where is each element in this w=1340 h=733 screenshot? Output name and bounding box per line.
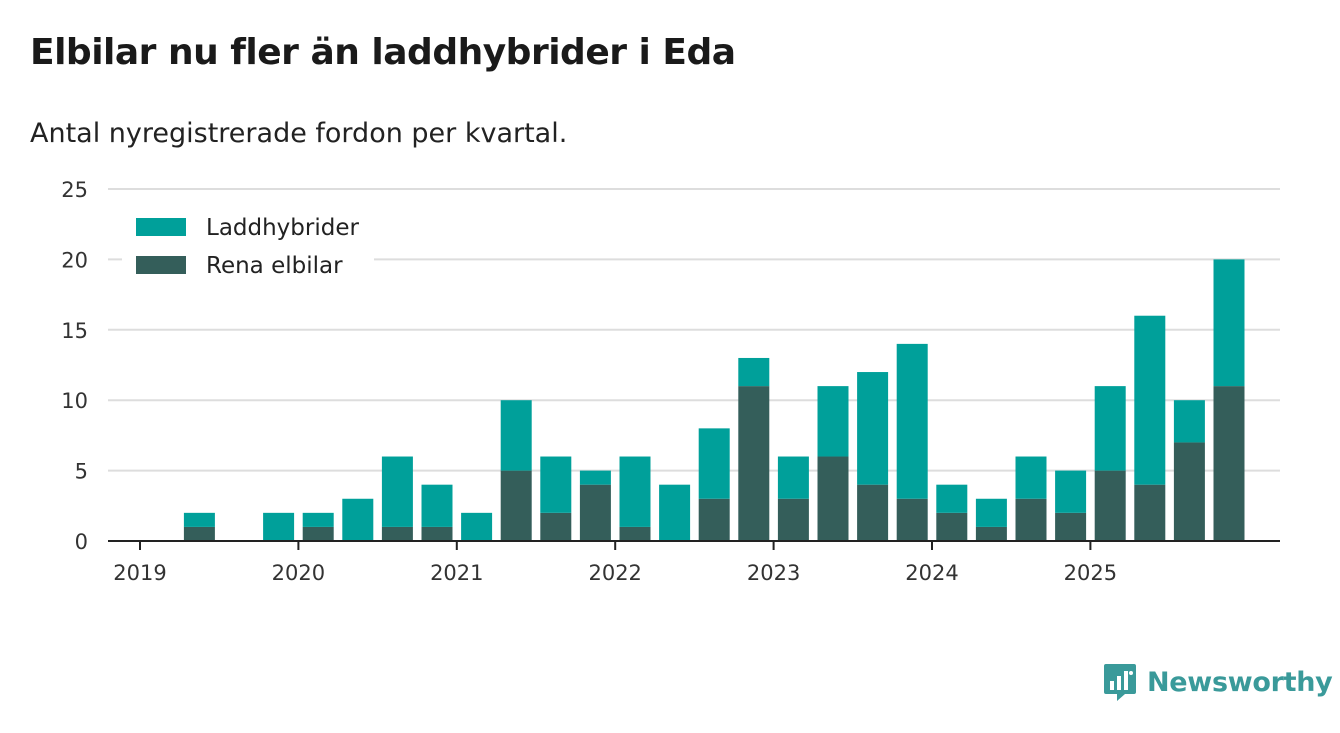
- chart-title: Elbilar nu fler än laddhybrider i Eda: [30, 32, 736, 73]
- bar-rena-elbilar: [619, 526, 651, 541]
- x-tick-label: 2022: [588, 561, 641, 585]
- y-tick-label: 15: [61, 319, 88, 343]
- bar-rena-elbilar: [1134, 484, 1166, 541]
- x-tick-label: 2020: [272, 561, 325, 585]
- bar-laddhybrider: [500, 400, 532, 471]
- y-tick-label: 10: [61, 389, 88, 413]
- bar-rena-elbilar: [1173, 442, 1205, 541]
- bar-rena-elbilar: [183, 526, 215, 541]
- bars: [183, 259, 1245, 541]
- bar-laddhybrider: [857, 372, 889, 485]
- legend-label-rena-elbilar: Rena elbilar: [206, 253, 343, 279]
- bar-rena-elbilar: [698, 498, 730, 541]
- legend-swatch-rena-elbilar: [136, 256, 186, 274]
- bar-rena-elbilar: [975, 526, 1007, 541]
- bar-laddhybrider: [1094, 386, 1126, 471]
- bar-laddhybrider: [619, 456, 651, 527]
- x-tick-label: 2024: [905, 561, 958, 585]
- bar-laddhybrider: [183, 512, 215, 527]
- legend-label-laddhybrider: Laddhybrider: [206, 215, 359, 241]
- bar-rena-elbilar: [540, 512, 572, 541]
- bar-laddhybrider: [698, 428, 730, 499]
- bar-laddhybrider: [381, 456, 413, 527]
- legend: Laddhybrider Rena elbilar: [122, 205, 374, 287]
- x-tick-label: 2025: [1064, 561, 1117, 585]
- x-tick-label: 2019: [113, 561, 166, 585]
- bar-laddhybrider: [975, 498, 1007, 527]
- bar-laddhybrider: [1134, 315, 1166, 485]
- bar-rena-elbilar: [302, 526, 334, 541]
- y-tick-label: 25: [61, 178, 88, 202]
- chart-subtitle: Antal nyregistrerade fordon per kvartal.: [30, 118, 568, 149]
- bar-rena-elbilar: [421, 526, 453, 541]
- bar-laddhybrider: [817, 386, 849, 457]
- bar-chart-speech-bubble-icon: [1104, 664, 1136, 701]
- bar-laddhybrider: [777, 456, 809, 499]
- bar-laddhybrider: [421, 484, 453, 527]
- bar-laddhybrider: [936, 484, 968, 513]
- bar-rena-elbilar: [500, 470, 532, 541]
- bar-rena-elbilar: [777, 498, 809, 541]
- bar-laddhybrider: [1015, 456, 1047, 499]
- bar-rena-elbilar: [817, 456, 849, 541]
- bar-rena-elbilar: [857, 484, 889, 541]
- brand-name: Newsworthy: [1147, 666, 1333, 698]
- bar-laddhybrider: [738, 357, 770, 387]
- x-tick-label: 2021: [430, 561, 483, 585]
- bar-laddhybrider: [302, 512, 334, 527]
- bar-rena-elbilar: [1015, 498, 1047, 541]
- bar-rena-elbilar: [936, 512, 968, 541]
- bar-rena-elbilar: [1055, 512, 1087, 541]
- bar-laddhybrider: [1173, 400, 1205, 443]
- bar-laddhybrider: [263, 512, 295, 541]
- bar-laddhybrider: [579, 470, 611, 485]
- bar-rena-elbilar: [896, 498, 928, 541]
- bar-laddhybrider: [896, 343, 928, 499]
- x-tick-label: 2023: [747, 561, 800, 585]
- bar-rena-elbilar: [579, 484, 611, 541]
- legend-swatch-laddhybrider: [136, 218, 186, 236]
- bar-rena-elbilar: [738, 386, 770, 541]
- bar-laddhybrider: [1055, 470, 1087, 513]
- bar-laddhybrider: [342, 498, 374, 541]
- bar-laddhybrider: [1213, 259, 1245, 387]
- bar-rena-elbilar: [1094, 470, 1126, 541]
- y-tick-label: 5: [75, 460, 88, 484]
- bar-rena-elbilar: [381, 526, 413, 541]
- y-tick-label: 20: [61, 248, 88, 272]
- x-axis: 2019 2020 2021 2022 2023 2024 2025: [108, 540, 1280, 585]
- bar-laddhybrider: [540, 456, 572, 513]
- bar-laddhybrider: [461, 512, 493, 541]
- bar-rena-elbilar: [1213, 386, 1245, 541]
- y-tick-label: 0: [75, 530, 88, 554]
- bar-laddhybrider: [659, 484, 691, 541]
- brand-logo: Newsworthy: [1103, 662, 1333, 702]
